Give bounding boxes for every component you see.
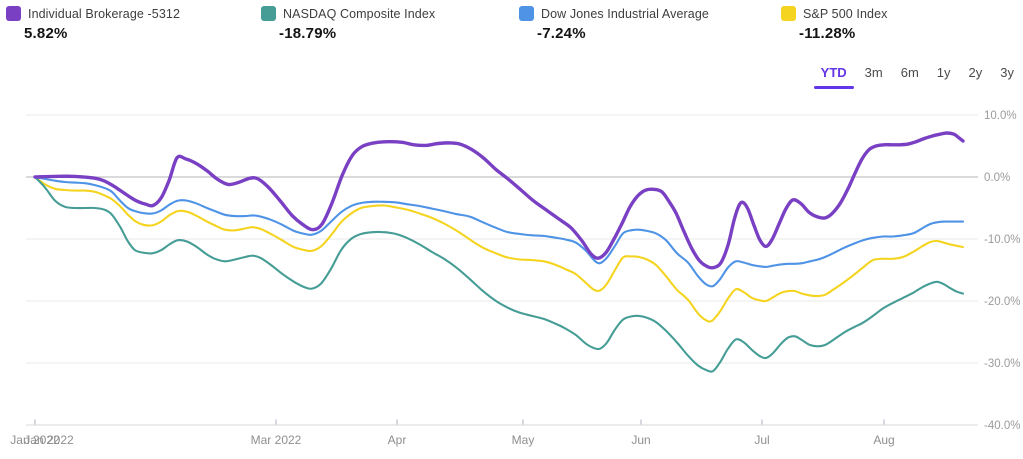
legend-label: Individual Brokerage -5312 xyxy=(28,6,181,21)
time-range-tabs: YTD 3m 6m 1y 2y 3y xyxy=(813,65,1014,89)
x-axis-label: May xyxy=(512,433,535,447)
legend-swatch-icon xyxy=(261,6,276,21)
y-axis-label: 0.0% xyxy=(984,172,1010,184)
legend-return-value: -18.79% xyxy=(279,25,337,42)
x-axis-label: Apr xyxy=(388,433,407,447)
range-tab-3y[interactable]: 3y xyxy=(1000,65,1014,80)
legend-swatch-icon xyxy=(519,6,534,21)
x-axis-label: Jan 2022 xyxy=(24,433,74,447)
legend-item-dow-jones-industrial-average: Dow Jones Industrial Average -7.24% xyxy=(519,6,709,42)
x-axis-label: Jun xyxy=(631,433,650,447)
series-line-s-p-500-index xyxy=(33,175,965,323)
range-tab-6m[interactable]: 6m xyxy=(900,65,919,80)
y-axis-label: 10.0% xyxy=(984,110,1017,122)
range-tab-3m[interactable]: 3m xyxy=(864,65,883,80)
series-line-individual-brokerage-5312 xyxy=(33,131,965,270)
legend-row: Dow Jones Industrial Average xyxy=(519,6,709,21)
x-axis-label: Mar 2022 xyxy=(251,433,302,447)
legend-item-sp-500-index: S&P 500 Index -11.28% xyxy=(781,6,887,42)
x-axis-label: Aug xyxy=(873,433,894,447)
x-axis-label: Jul xyxy=(754,433,769,447)
legend-swatch-icon xyxy=(781,6,796,21)
legend-row: Individual Brokerage -5312 xyxy=(6,6,180,21)
series-line-dow-jones-industrial-average xyxy=(33,175,965,288)
y-axis-label: -10.0% xyxy=(984,234,1020,246)
range-tab-1y[interactable]: 1y xyxy=(936,65,951,80)
legend-return-value: 5.82% xyxy=(24,25,68,42)
legend-row: NASDAQ Composite Index xyxy=(261,6,435,21)
series-line-nasdaq-composite-index xyxy=(33,175,965,373)
x-axis-label: Jan 2022 xyxy=(10,433,60,447)
legend-row: S&P 500 Index xyxy=(781,6,887,21)
y-axis-label: -20.0% xyxy=(984,296,1020,308)
legend-return-value: -7.24% xyxy=(537,25,586,42)
legend-label: Dow Jones Industrial Average xyxy=(541,6,709,21)
legend-label: S&P 500 Index xyxy=(803,6,888,21)
range-tab-ytd[interactable]: YTD xyxy=(813,65,854,89)
legend-item-individual-brokerage-5312: Individual Brokerage -5312 5.82% xyxy=(6,6,180,42)
legend-label: NASDAQ Composite Index xyxy=(283,6,436,21)
legend-swatch-icon xyxy=(6,6,21,21)
y-axis-label: -30.0% xyxy=(984,358,1020,370)
legend-item-nasdaq-composite-index: NASDAQ Composite Index -18.79% xyxy=(261,6,435,42)
range-tab-2y[interactable]: 2y xyxy=(968,65,983,80)
y-axis-label: -40.0% xyxy=(984,420,1020,432)
legend-return-value: -11.28% xyxy=(799,25,856,42)
